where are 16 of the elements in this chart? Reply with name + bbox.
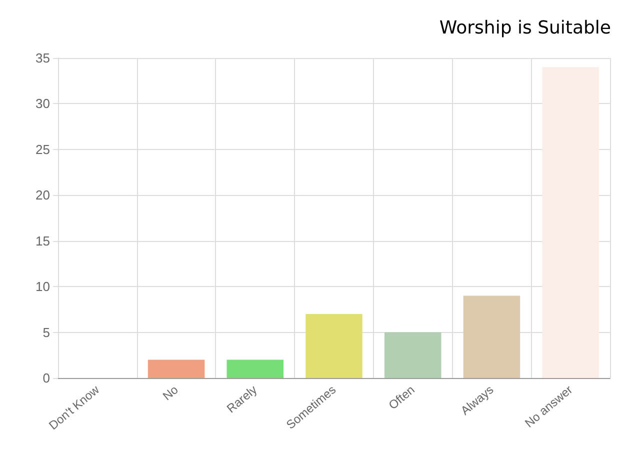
bar <box>542 67 599 378</box>
chart-title: Worship is Suitable <box>439 18 612 38</box>
bar <box>463 296 520 378</box>
bar <box>384 332 442 378</box>
y-tick-label: 25 <box>36 142 50 157</box>
x-tick-label: No <box>160 382 182 404</box>
bar <box>306 314 362 378</box>
y-tick-label: 35 <box>36 50 50 66</box>
y-tick-label: 30 <box>36 96 50 112</box>
y-tick-label: 0 <box>42 370 50 386</box>
y-tick-label: 10 <box>36 279 50 294</box>
bar <box>226 360 284 378</box>
y-tick-label: 20 <box>36 188 50 203</box>
y-tick-label: 5 <box>42 324 50 340</box>
bar <box>148 360 205 378</box>
y-tick-label: 15 <box>36 233 50 248</box>
